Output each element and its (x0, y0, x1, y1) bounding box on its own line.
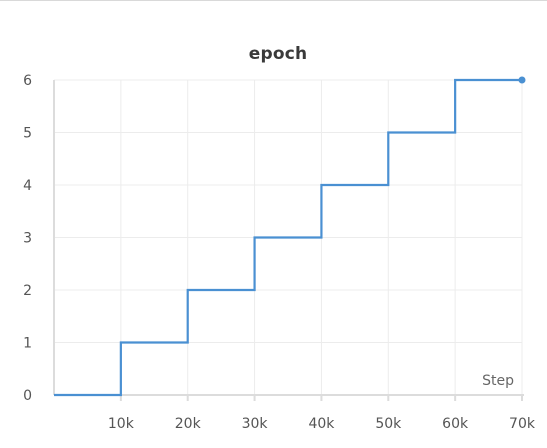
x-tick-label: 10k (108, 416, 135, 432)
y-tick-label: 2 (23, 283, 32, 299)
y-tick-label: 1 (23, 336, 32, 352)
axes (53, 80, 524, 396)
x-tick-label: 20k (175, 416, 202, 432)
y-tick-label: 0 (23, 388, 32, 404)
chart-title: epoch (248, 44, 308, 64)
y-tick-label: 3 (23, 231, 32, 247)
x-axis-label: Step (482, 373, 514, 389)
y-tick-label: 6 (23, 73, 32, 89)
x-tick-label: 30k (242, 416, 269, 432)
x-tick-label: 70k (509, 416, 536, 432)
x-tick-label: 50k (375, 416, 402, 432)
x-tick-label: 60k (442, 416, 469, 432)
tick-labels: 10k 20k 30k 40k 50k 60k 70k 0 1 2 3 4 5 6 (23, 73, 536, 432)
series-line (54, 78, 522, 397)
x-tick-label: 40k (308, 416, 335, 432)
y-tick-label: 4 (23, 178, 32, 194)
y-tick-label: 5 (23, 126, 32, 142)
series-end-point (518, 76, 526, 84)
series-layer (54, 76, 526, 397)
